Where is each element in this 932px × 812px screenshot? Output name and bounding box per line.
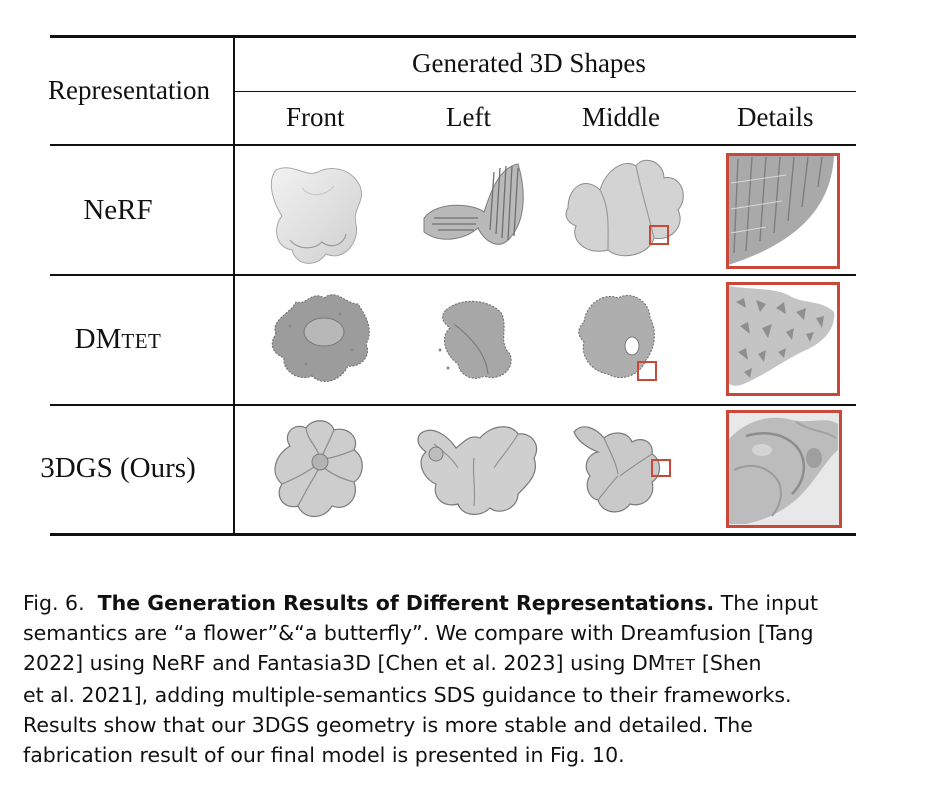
group-header: Generated 3D Shapes bbox=[412, 48, 646, 78]
header-mid-rule bbox=[234, 91, 856, 92]
nerf-front-render bbox=[262, 158, 374, 270]
bottom-rule bbox=[50, 533, 856, 536]
nerf-left-render bbox=[414, 160, 542, 260]
column-header-details: Details bbox=[737, 102, 814, 132]
row-header: Representation bbox=[48, 75, 210, 105]
dmtet-left-render bbox=[428, 290, 524, 390]
column-header-front: Front bbox=[286, 102, 345, 132]
nerf-middle-render bbox=[560, 156, 694, 264]
3dgs-middle-render bbox=[568, 418, 678, 522]
figure-label: Fig. 6. bbox=[23, 591, 85, 615]
nerf-details-zoom bbox=[726, 153, 840, 269]
row-rule-2 bbox=[50, 404, 856, 406]
3dgs-details-zoom bbox=[726, 410, 842, 528]
figure-caption: Fig. 6. The Generation Results of Differ… bbox=[23, 588, 903, 770]
row-label-3dgs: 3DGS (Ours) bbox=[40, 452, 196, 484]
3dgs-left-render bbox=[414, 418, 546, 522]
dmtet-front-render bbox=[266, 286, 376, 390]
caption-line-1: Fig. 6. The Generation Results of Differ… bbox=[23, 591, 819, 615]
caption-line-6: fabrication result of our final model is… bbox=[23, 743, 625, 767]
row-rule-1 bbox=[50, 274, 856, 276]
row-label-dmtet: DMTET bbox=[74, 323, 162, 355]
caption-line-3: 2022] using NeRF and Fantasia3D [Chen et… bbox=[23, 651, 762, 675]
column-header-left: Left bbox=[446, 102, 491, 132]
caption-line-4: et al. 2021], adding multiple-semantics … bbox=[23, 683, 792, 707]
dmtet-middle-render bbox=[570, 286, 670, 386]
top-rule bbox=[50, 35, 856, 38]
caption-line-5: Results show that our 3DGS geometry is m… bbox=[23, 713, 753, 737]
row-label-nerf: NeRF bbox=[83, 194, 153, 226]
header-bottom-rule bbox=[50, 144, 856, 146]
3dgs-front-render bbox=[268, 416, 372, 524]
caption-line-2: semantics are “a flower”&“a butterfly”. … bbox=[23, 621, 814, 645]
column-header-middle: Middle bbox=[582, 102, 660, 132]
dmtet-details-zoom bbox=[726, 282, 840, 396]
column-divider bbox=[233, 36, 235, 534]
caption-title: The Generation Results of Different Repr… bbox=[97, 591, 715, 615]
